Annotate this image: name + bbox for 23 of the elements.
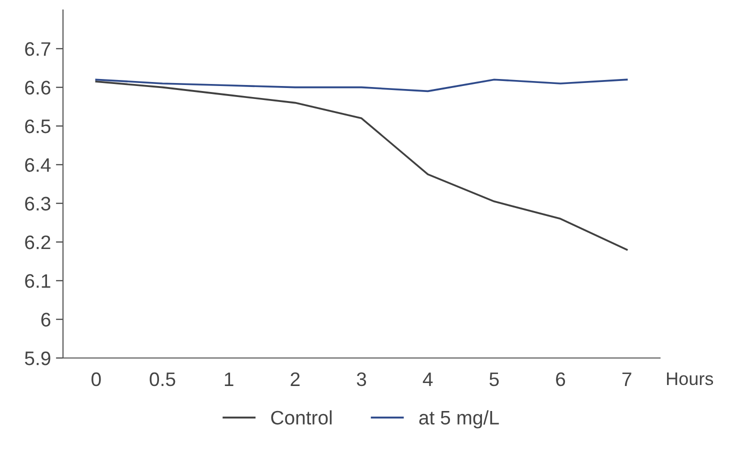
x-tick-label: 2 [290, 372, 300, 386]
x-tick-label: 0.5 [150, 372, 176, 386]
legend-label: at 5 mg/L [419, 410, 499, 428]
x-tick-label: 6 [556, 372, 566, 386]
legend-label: Control [271, 410, 332, 425]
y-tick-label: 6.4 [25, 158, 51, 172]
x-tick-label: 7 [622, 372, 632, 386]
x-tick-label: 3 [356, 372, 366, 386]
x-tick-label: 5 [490, 372, 499, 386]
y-tick-label: 6.1 [25, 274, 50, 288]
line-series [95, 78, 628, 92]
line-series [95, 80, 628, 251]
y-tick-label: 6.2 [25, 235, 50, 250]
y-tick-label: 6.7 [25, 42, 50, 56]
y-tick-label: 6.3 [25, 196, 50, 211]
y-tick-label: 6.6 [25, 80, 50, 95]
y-tick-label: 6.5 [25, 119, 50, 134]
x-tick-label: 4 [422, 372, 433, 386]
y-tick-label: 6 [41, 312, 50, 327]
y-tick-label: 5.9 [24, 351, 50, 366]
x-tick-label: 0 [92, 372, 101, 386]
x-tick-label: 1 [224, 372, 234, 386]
x-axis-title: Hours [667, 372, 714, 386]
